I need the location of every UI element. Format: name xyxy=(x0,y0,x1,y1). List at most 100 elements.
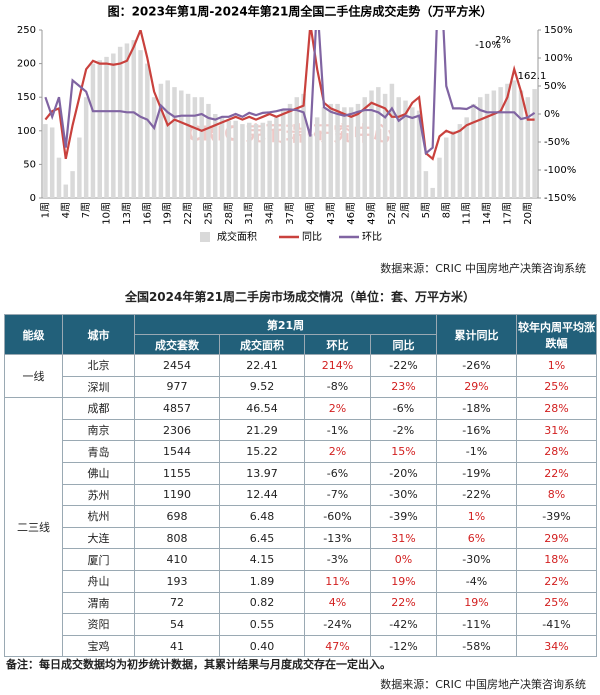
x-tick-label: 10周 xyxy=(101,202,113,225)
cell: 大连 xyxy=(62,526,135,550)
x-tick-label: 22周 xyxy=(182,202,194,225)
bar xyxy=(199,97,204,198)
bar xyxy=(416,110,422,198)
cell: 南京 xyxy=(62,418,135,442)
cell: 1% xyxy=(516,354,597,377)
bar xyxy=(233,120,238,198)
cell: 6% xyxy=(436,526,517,550)
cell: -41% xyxy=(516,613,597,636)
data-row: 厦门 410 4.15 -3% 0% -30% 18% xyxy=(5,548,597,571)
bar xyxy=(124,43,130,198)
y2-tick-label: 150% xyxy=(544,25,573,36)
data-row: 南京 2306 21.29 -1% -2% -16% 31% xyxy=(5,418,597,442)
cell: -11% xyxy=(436,613,517,636)
legend-swatch xyxy=(200,232,210,242)
cell: 0% xyxy=(370,548,437,571)
x-tick-label: 37周 xyxy=(284,202,296,225)
data-table: 能级 城市 第21周 累计同比 较年内周平均涨跌幅 成交套数 成交面积 环比 同比 一线 北京 245… xyxy=(4,314,597,658)
cell: 6.45 xyxy=(219,526,305,550)
cell: 28% xyxy=(516,440,597,463)
cell: 22% xyxy=(516,461,597,485)
cell: -19% xyxy=(436,461,517,485)
bar xyxy=(151,97,157,198)
cell: 29% xyxy=(516,526,597,550)
cell: 15.22 xyxy=(219,440,305,463)
bar xyxy=(335,103,340,198)
bar xyxy=(206,103,211,198)
cell: -13% xyxy=(304,526,371,550)
table-source: 数据来源：CRIC 中国房地产决策咨询系统 xyxy=(380,678,586,691)
cell: -26% xyxy=(436,354,517,377)
x-tick-label: 19周 xyxy=(162,202,174,225)
data-row: 二三线 成都 4857 46.54 2% -6% -18% 28% xyxy=(4,397,597,658)
cell: 1% xyxy=(436,505,517,528)
data-row: 佛山 1155 13.97 -6% -20% -19% 22% xyxy=(5,461,597,485)
bar xyxy=(471,103,476,198)
x-tick-label: 7周 xyxy=(80,202,92,218)
x-tick-label: 46周 xyxy=(345,202,357,225)
bar xyxy=(484,93,490,198)
y-tick-label: 50 xyxy=(23,159,36,170)
header-cell: 环比 xyxy=(304,334,371,355)
header-cell: 城市 xyxy=(62,314,135,355)
cell: 11% xyxy=(304,569,371,593)
bar xyxy=(280,110,286,198)
bar xyxy=(396,97,401,198)
chart-source: 数据来源：CRIC 中国房地产决策咨询系统 xyxy=(380,262,586,275)
cell: 22% xyxy=(516,569,597,593)
tier-cell: 二三线 xyxy=(4,397,63,658)
bar xyxy=(389,83,395,198)
bar xyxy=(450,130,456,198)
cell: 青岛 xyxy=(62,440,135,463)
bar xyxy=(138,50,143,198)
y2-tick-label: -100% xyxy=(544,165,576,176)
cell: 193 xyxy=(134,569,220,593)
bar xyxy=(49,127,55,198)
cell: -22% xyxy=(370,354,437,377)
cell: 2454 xyxy=(134,354,220,377)
cell: 4.15 xyxy=(219,548,305,571)
header-cell: 成交面积 xyxy=(219,334,305,355)
y-tick-label: 0 xyxy=(30,193,36,204)
cell: 北京 xyxy=(62,354,135,377)
cell: 1190 xyxy=(134,483,220,507)
cell: 15% xyxy=(370,440,437,463)
bar xyxy=(423,171,429,198)
cell: 1544 xyxy=(134,440,220,463)
cell: 22.41 xyxy=(219,354,305,377)
cell: -42% xyxy=(370,613,437,636)
bar xyxy=(464,117,469,198)
x-tick-label: 52周 xyxy=(386,202,398,225)
cell: 渭南 xyxy=(62,591,135,615)
bar xyxy=(491,90,497,198)
header-row: 成交套数 成交面积 环比 同比 xyxy=(5,334,597,355)
cell: -39% xyxy=(370,505,437,528)
x-tick-label: 16周 xyxy=(141,202,153,225)
bar xyxy=(478,97,483,198)
cell: 宝鸡 xyxy=(62,634,135,658)
x-tick-label: 34周 xyxy=(264,202,276,225)
x-tick-label: 2周 xyxy=(400,202,412,218)
data-row: 深圳 977 9.52 -8% 23% 29% 25% xyxy=(5,375,597,399)
x-tick-label: 5周 xyxy=(420,202,432,218)
bar xyxy=(260,122,266,198)
cell: -16% xyxy=(436,418,517,442)
bar xyxy=(111,53,116,198)
bar xyxy=(63,184,69,198)
cell: -20% xyxy=(370,461,437,485)
bar xyxy=(213,114,218,198)
cell: -60% xyxy=(304,505,371,528)
bar xyxy=(348,107,354,198)
y-tick-label: 250 xyxy=(17,25,36,36)
cell: 34% xyxy=(516,634,597,658)
cell: 410 xyxy=(134,548,220,571)
cell: -4% xyxy=(436,569,517,593)
bar xyxy=(240,124,245,198)
bar xyxy=(172,87,177,198)
data-row: 舟山 193 1.89 11% 19% -4% 22% xyxy=(5,569,597,593)
bar xyxy=(294,97,300,198)
annotation: 162.1 xyxy=(518,71,547,82)
bar xyxy=(511,80,517,198)
x-tick-label: 17周 xyxy=(501,202,513,225)
